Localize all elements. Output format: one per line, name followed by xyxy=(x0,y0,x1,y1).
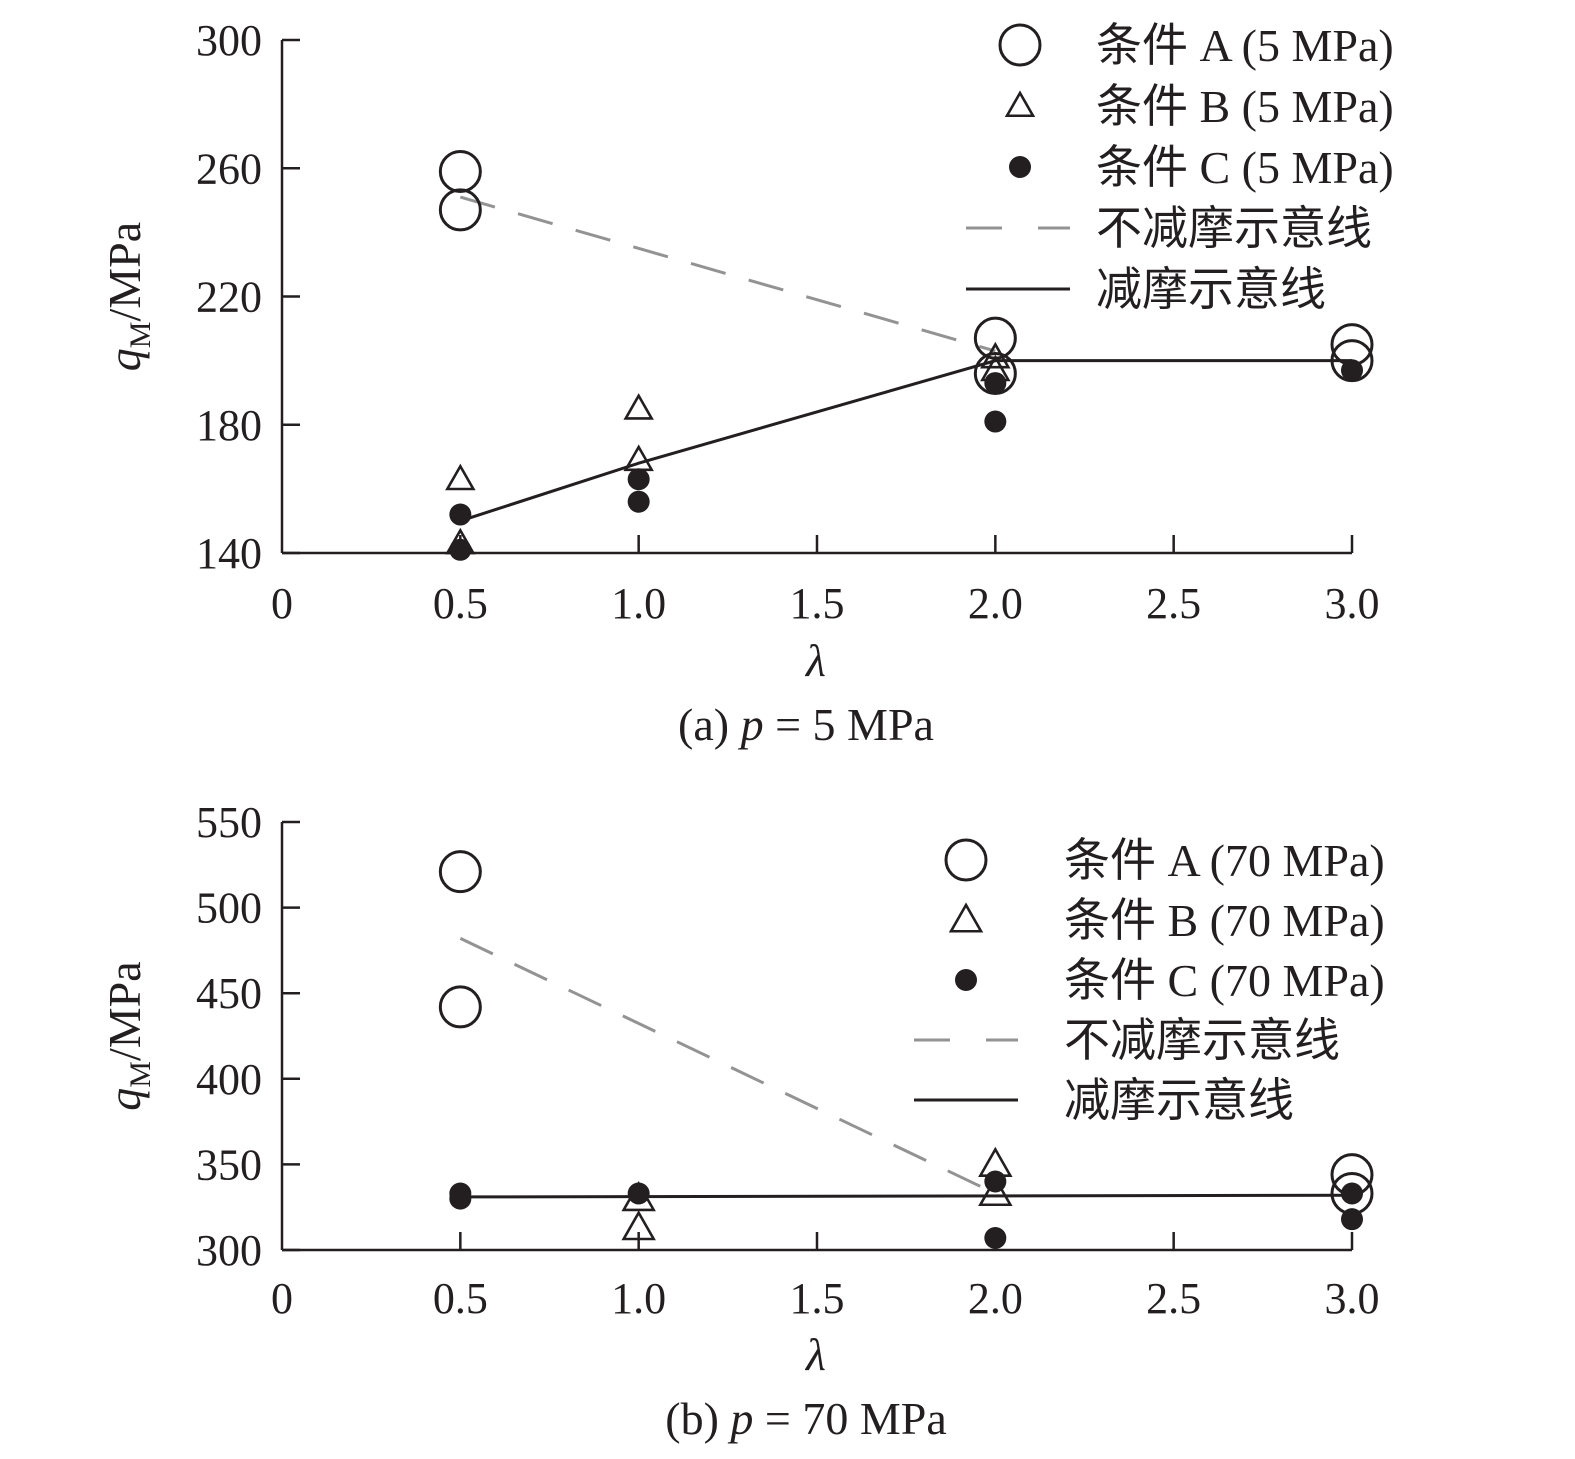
y-tick-label: 350 xyxy=(196,1140,262,1189)
data-point xyxy=(438,188,482,232)
legend-marker xyxy=(955,969,977,991)
data-point xyxy=(984,372,1007,395)
y-tick-label: 400 xyxy=(196,1055,262,1104)
x-tick-label: 2.0 xyxy=(968,1274,1023,1323)
x-tick-label: 3.0 xyxy=(1325,579,1380,628)
data-point xyxy=(449,538,472,561)
x-axis-label: λ xyxy=(804,1329,826,1380)
legend-label: 条件 A (70 MPa) xyxy=(1064,835,1385,886)
data-point xyxy=(984,410,1007,433)
legend-marker xyxy=(998,23,1042,67)
no-friction-reduction-line xyxy=(459,937,996,1195)
data-point xyxy=(1341,359,1363,382)
data-point xyxy=(449,503,472,526)
data-point xyxy=(438,850,482,894)
legend-marker xyxy=(948,902,984,933)
legend-label: 条件 C (70 MPa) xyxy=(1064,955,1385,1006)
x-tick-label: 3.0 xyxy=(1325,1274,1380,1323)
data-point xyxy=(980,341,1011,369)
data-point xyxy=(627,468,650,491)
series-b xyxy=(621,1146,1013,1241)
legend-label: 减摩示意线 xyxy=(1096,264,1326,315)
legend-label: 条件 C (5 MPa) xyxy=(1096,142,1394,193)
legend-label: 条件 A (5 MPa) xyxy=(1096,20,1394,71)
y-tick-label: 260 xyxy=(196,144,262,193)
data-point xyxy=(621,1210,656,1241)
data-point xyxy=(984,1227,1007,1250)
y-tick-label: 500 xyxy=(196,884,262,933)
x-tick-label: 1.0 xyxy=(611,1274,666,1323)
x-tick-label: 0.5 xyxy=(433,579,488,628)
panel-b: 300 350 400 450 500 550 0 0.5 1.0 1.5 2.0 2.5 3.0 λ qM… xyxy=(99,798,1385,1444)
x-tick-label: 2.5 xyxy=(1146,579,1201,628)
friction-reduction-line xyxy=(459,359,1352,523)
data-point xyxy=(449,1187,472,1210)
series-c xyxy=(449,359,1363,561)
y-tick-label: 140 xyxy=(196,529,262,578)
y-tick-label: 550 xyxy=(196,798,262,847)
data-point xyxy=(1341,1208,1363,1231)
data-point xyxy=(445,463,476,491)
x-axis-label: λ xyxy=(804,635,826,686)
y-tick-label: 300 xyxy=(196,16,262,65)
legend-marker xyxy=(1004,90,1036,118)
y-tick-label: 220 xyxy=(196,273,262,322)
panel-caption: (a) p = 5 MPa xyxy=(678,699,934,750)
panel-a: 140 180 220 260 300 0 0.5 1.0 1.5 2.0 2.5 3.0 λ qM/MP… xyxy=(99,16,1394,750)
legend-marker xyxy=(1009,156,1031,178)
friction-reduction-line xyxy=(460,1193,1353,1199)
data-point xyxy=(438,149,482,193)
no-friction-reduction-line xyxy=(459,195,996,353)
data-point xyxy=(627,490,650,513)
x-tick-label: 2.5 xyxy=(1146,1274,1201,1323)
legend: 条件 A (5 MPa) 条件 B (5 MPa) 条件 C (5 MPa) 不减摩示… xyxy=(966,20,1394,315)
data-point xyxy=(984,1170,1007,1193)
legend: 条件 A (70 MPa) 条件 B (70 MPa) 条件 C (70 MPa) 不… xyxy=(914,835,1385,1126)
legend-label: 不减摩示意线 xyxy=(1064,1015,1340,1066)
data-point xyxy=(438,985,482,1029)
data-point xyxy=(627,1182,650,1205)
y-tick-label: 180 xyxy=(196,401,262,450)
x-tick-label: 1.5 xyxy=(790,579,845,628)
y-tick-label: 450 xyxy=(196,969,262,1018)
panel-caption: (b) p = 70 MPa xyxy=(665,1393,946,1444)
series-c xyxy=(449,1170,1363,1250)
x-tick-label: 1.5 xyxy=(790,1274,845,1323)
legend-marker xyxy=(944,838,988,882)
series-b xyxy=(445,341,1011,555)
y-axis-label: qM/MPa xyxy=(99,961,157,1110)
legend-label: 减摩示意线 xyxy=(1064,1075,1294,1126)
y-axis-label: qM/MPa xyxy=(99,222,157,371)
x-tick-label: 0.5 xyxy=(433,1274,488,1323)
data-point xyxy=(623,393,654,420)
data-point xyxy=(1341,1182,1363,1205)
x-tick-label: 1.0 xyxy=(611,579,666,628)
data-point xyxy=(978,1175,1013,1207)
legend-label: 条件 B (5 MPa) xyxy=(1096,81,1394,132)
x-tick-label: 0 xyxy=(271,579,293,628)
x-tick-label: 0 xyxy=(271,1274,293,1323)
legend-label: 不减摩示意线 xyxy=(1096,203,1372,254)
x-tick-label: 2.0 xyxy=(968,579,1023,628)
legend-label: 条件 B (70 MPa) xyxy=(1064,895,1385,946)
y-tick-label: 300 xyxy=(196,1226,262,1275)
